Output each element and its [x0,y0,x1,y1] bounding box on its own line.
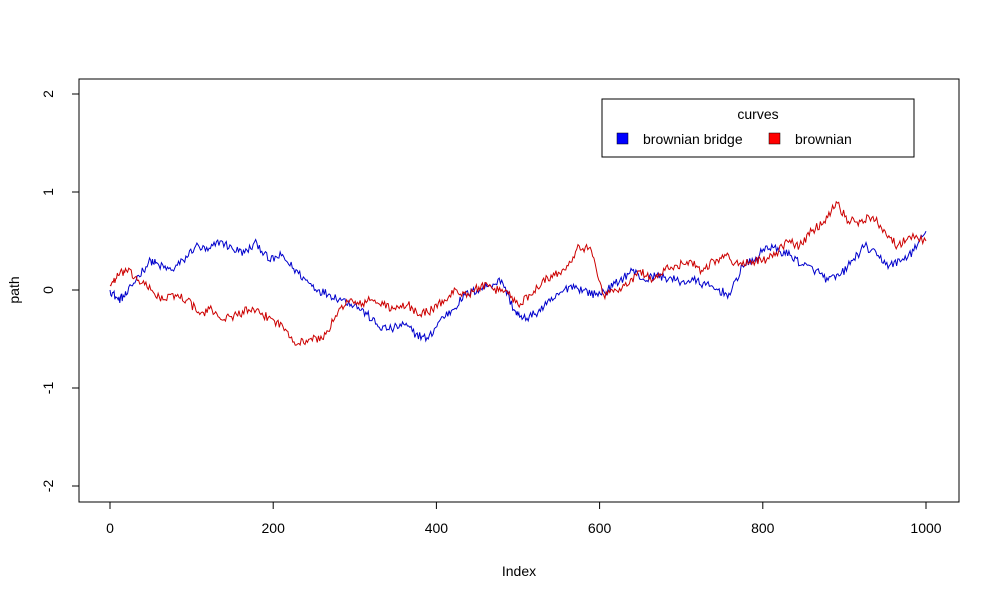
series-line-brownian-bridge [109,230,927,343]
legend: curves brownian bridge brownian [601,98,915,158]
y-axis: -2 -1 0 1 2 [40,90,80,493]
legend-swatch-brownian [768,132,781,145]
y-tick-label: 2 [40,90,56,98]
legend-label-brownian: brownian [795,131,852,147]
legend-swatch-brownian-bridge [616,132,629,145]
series-line-brownian [109,200,927,347]
x-tick-label: 200 [262,520,286,536]
y-tick-label: -1 [40,382,56,395]
legend-label-brownian-bridge: brownian bridge [643,131,743,147]
x-axis: 0 200 400 600 800 1000 [106,501,942,536]
series-layer [109,200,927,347]
y-tick-label: 0 [40,286,56,294]
x-tick-label: 400 [425,520,449,536]
x-tick-label: 800 [751,520,775,536]
y-tick-label: -2 [40,480,56,493]
legend-title: curves [737,106,778,122]
x-tick-label: 600 [588,520,612,536]
y-axis-title: path [6,276,22,303]
x-tick-label: 1000 [910,520,941,536]
legend-box [601,98,915,158]
x-axis-title: Index [502,563,536,579]
y-tick-label: 1 [40,188,56,196]
x-tick-label: 0 [106,520,114,536]
